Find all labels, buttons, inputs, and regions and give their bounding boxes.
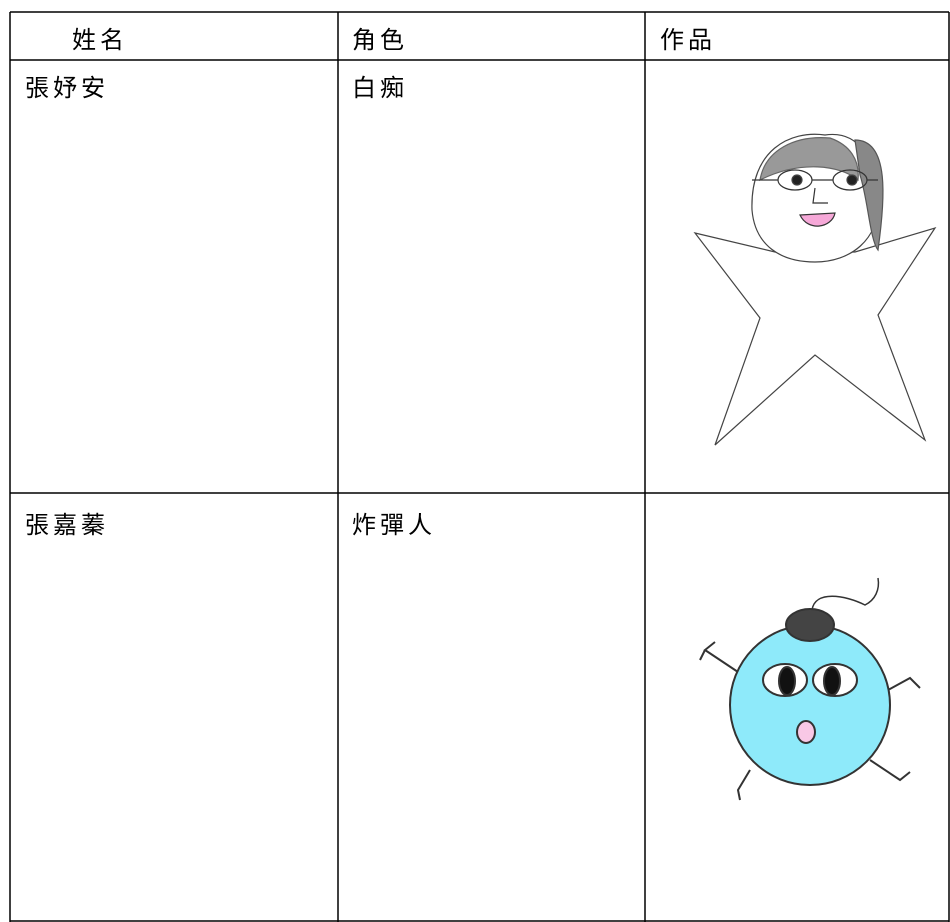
name-cell: 張妤安	[25, 74, 109, 102]
star-drawing	[693, 133, 937, 446]
header-cell: 角色	[352, 26, 408, 54]
table-grid	[9, 11, 950, 922]
role-cell: 白痴	[352, 74, 408, 102]
header-cell: 姓名	[72, 26, 128, 54]
bomb-drawing	[699, 577, 921, 801]
role-cell: 炸彈人	[352, 511, 436, 539]
name-cell: 張嘉蓁	[25, 511, 109, 539]
header-cell: 作品	[660, 26, 716, 54]
